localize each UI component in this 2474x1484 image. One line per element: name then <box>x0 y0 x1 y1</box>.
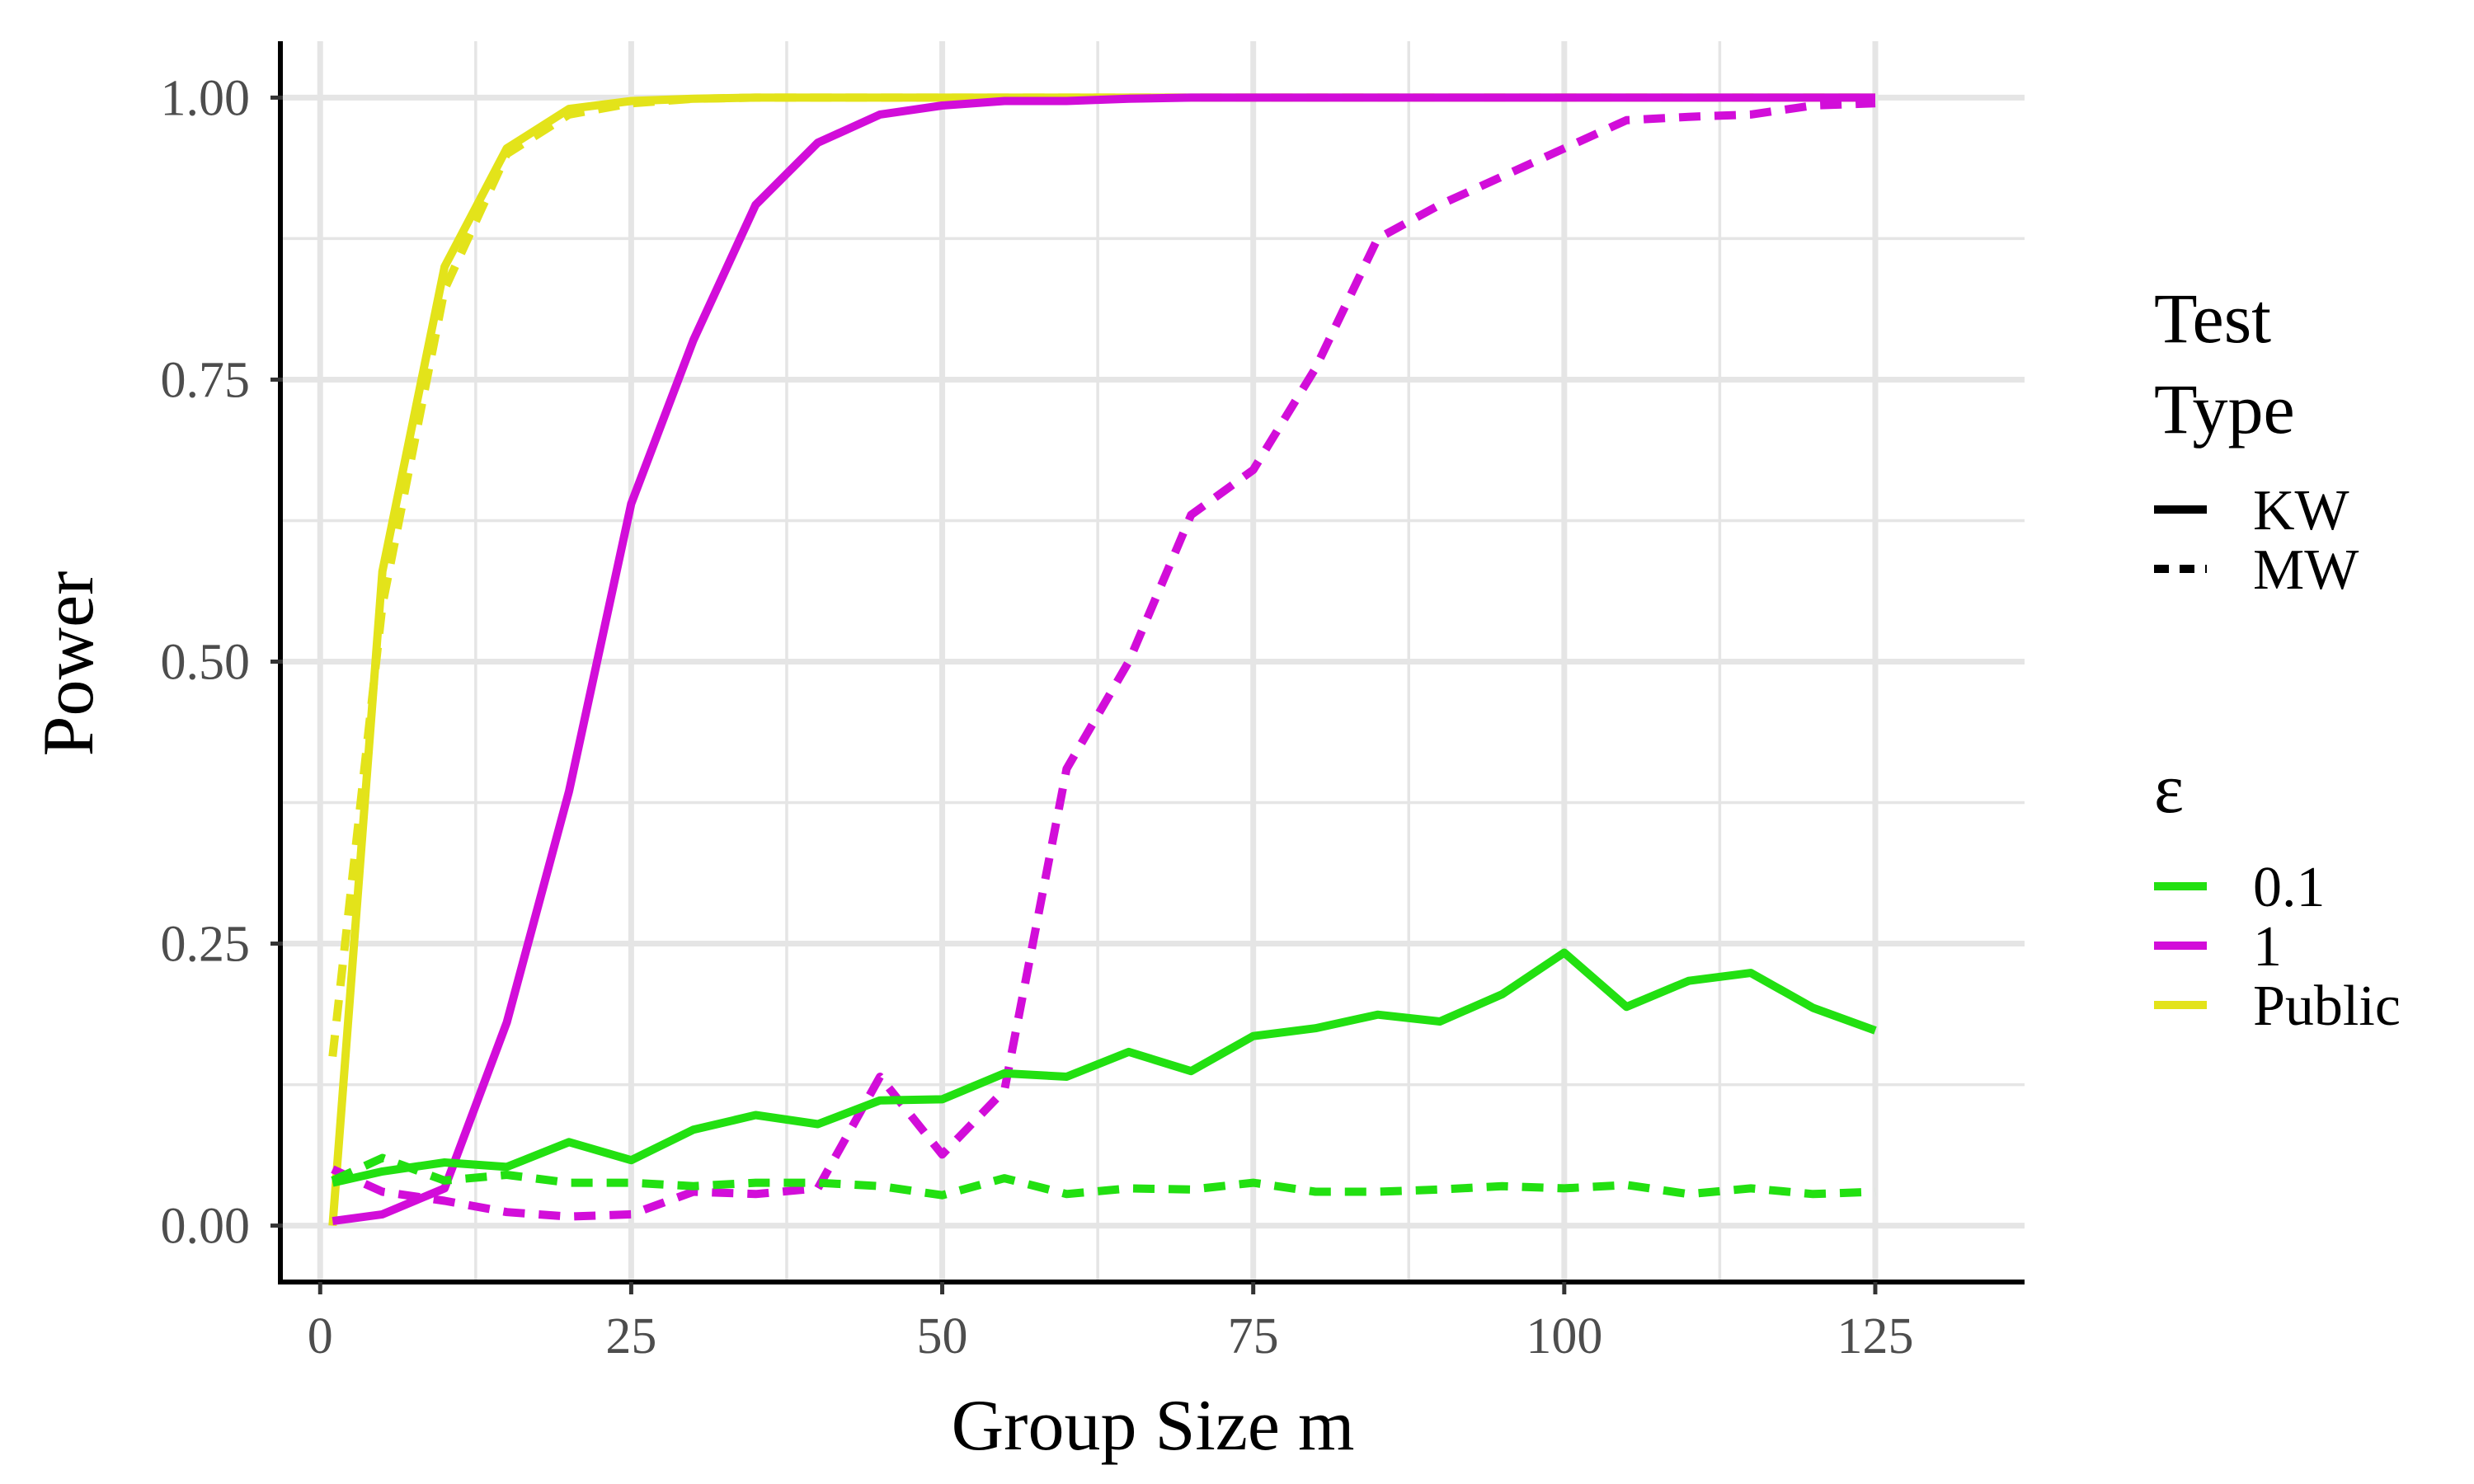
y-tick-label: 0.25 <box>161 917 251 973</box>
x-axis-title: Group Size m <box>952 1386 1355 1466</box>
x-tick-label: 75 <box>1228 1308 1279 1364</box>
legend-title: ε <box>2154 749 2184 828</box>
series-line-eps-public-mw <box>328 93 1875 1057</box>
x-tick-label: 50 <box>917 1308 968 1364</box>
series-lines <box>328 93 1877 1226</box>
legend-title: Test <box>2154 279 2271 358</box>
legend-title: Type <box>2154 369 2295 448</box>
series-line-eps-0-1-mw <box>331 1153 1876 1200</box>
legend-label: KW <box>2253 479 2349 542</box>
x-tick-label: 0 <box>308 1308 333 1364</box>
y-tick-label: 0.75 <box>161 352 251 408</box>
y-tick-label: 0.00 <box>161 1199 251 1255</box>
x-tick-label: 125 <box>1837 1308 1913 1364</box>
y-tick-label: 0.50 <box>161 635 251 691</box>
legend-label: Public <box>2253 974 2401 1038</box>
legend-label: MW <box>2253 538 2359 602</box>
y-tick-label: 1.00 <box>161 70 251 126</box>
x-tick-label: 100 <box>1526 1308 1602 1364</box>
tick-labels: 0 25 50 75 100 125 0.00 0.25 0.50 0.75 1.00 <box>161 70 1914 1364</box>
series-line-eps-1-kw <box>332 93 1875 1226</box>
y-axis-title: Power <box>29 571 109 757</box>
series-line-eps-1-mw <box>331 99 1876 1221</box>
x-tick-label: 25 <box>605 1308 656 1364</box>
legend-label: 1 <box>2253 915 2282 979</box>
grid-lines <box>283 41 2025 1282</box>
series-line-eps-0-1-kw <box>332 948 1877 1187</box>
legend-label: 0.1 <box>2253 856 2326 919</box>
